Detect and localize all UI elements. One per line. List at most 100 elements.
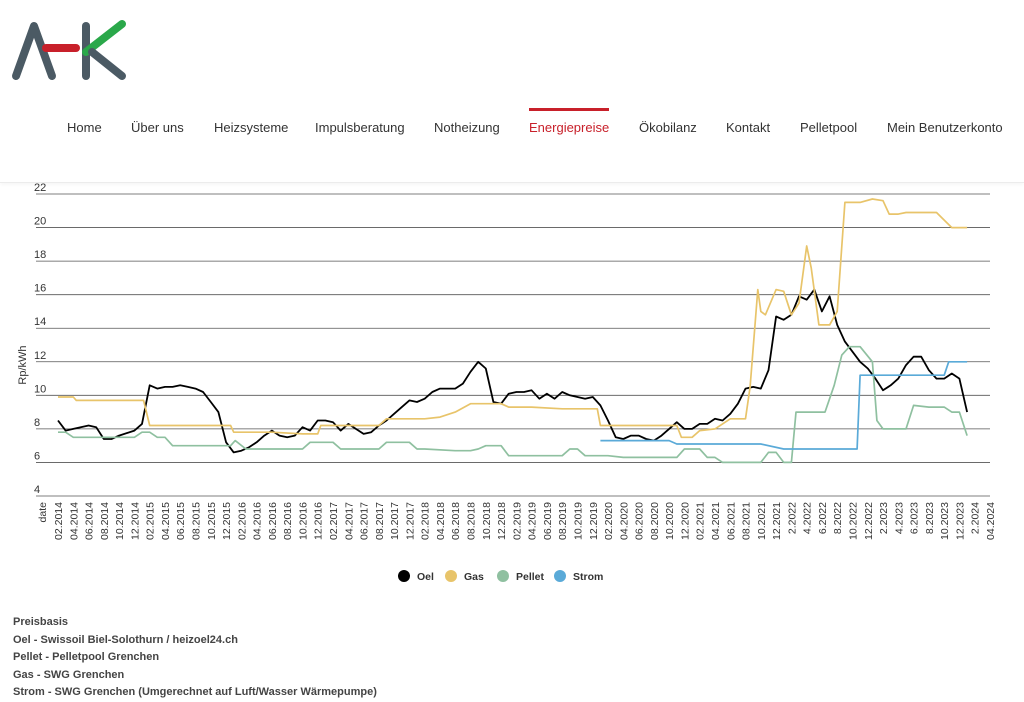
x-tick-label: 10.2016 bbox=[297, 502, 309, 540]
legend-label: Oel bbox=[417, 571, 434, 583]
nav-item-home[interactable]: Home bbox=[67, 120, 102, 135]
x-tick-label: 04.2017 bbox=[343, 502, 355, 540]
x-tick-label: 06.2014 bbox=[84, 502, 96, 540]
x-tick-label: 02.2021 bbox=[695, 502, 707, 540]
x-tick-label: 08.2015 bbox=[191, 502, 203, 540]
series-line-pellet bbox=[58, 345, 968, 464]
nav-item-oekobilanz[interactable]: Ökobilanz bbox=[639, 120, 697, 135]
x-tick-label: 12.2017 bbox=[404, 502, 416, 540]
x-tick-label: 10.2021 bbox=[756, 502, 768, 540]
x-tick-label: 06.2017 bbox=[359, 502, 371, 540]
x-tick-label: 04.2019 bbox=[527, 502, 539, 540]
x-tick-label: 12.2021 bbox=[771, 502, 783, 540]
nav-item-heizsysteme[interactable]: Heizsysteme bbox=[214, 120, 289, 135]
x-tick-label: 12.2016 bbox=[313, 502, 325, 540]
y-tick-label: 18 bbox=[34, 249, 46, 261]
x-tick-label: 12.2023 bbox=[954, 502, 966, 540]
nav-item-energiepreise[interactable]: Energiepreise bbox=[529, 108, 610, 135]
footer-line-strom: Strom - SWG Grenchen (Umgerechnet auf Lu… bbox=[13, 686, 377, 698]
x-tick-label: 10.2018 bbox=[481, 502, 493, 540]
legend-marker bbox=[445, 570, 457, 582]
nav-item-notheizung[interactable]: Notheizung bbox=[434, 120, 500, 135]
y-tick-label: 14 bbox=[34, 316, 46, 328]
x-tick-label: 10.2020 bbox=[664, 502, 676, 540]
x-tick-label: 8.2023 bbox=[924, 502, 936, 534]
nav-item-pelletpool[interactable]: Pelletpool bbox=[800, 120, 858, 135]
x-tick-label: 02.2015 bbox=[145, 502, 157, 540]
legend-label: Pellet bbox=[516, 571, 545, 583]
y-tick-label: 8 bbox=[34, 417, 40, 429]
x-tick-label: 04.2016 bbox=[252, 502, 264, 540]
x-tick-label: 06.2020 bbox=[634, 502, 646, 540]
nav-item-impulsberatung[interactable]: Impulsberatung bbox=[315, 120, 405, 135]
x-tick-label: 6.2023 bbox=[909, 502, 921, 534]
x-tick-label: 12.2018 bbox=[496, 502, 508, 540]
x-tick-label: 04.2021 bbox=[710, 502, 722, 540]
x-tick-label: 08.2016 bbox=[282, 502, 294, 540]
price-basis-notes: Preisbasis Oel - Swissoil Biel-Solothurn… bbox=[13, 614, 377, 702]
x-tick-label: 2.2023 bbox=[878, 502, 890, 534]
x-tick-label: 4.2023 bbox=[893, 502, 905, 534]
x-tick-label: 04.2014 bbox=[68, 502, 80, 540]
x-tick-label: 12.2020 bbox=[679, 502, 691, 540]
x-tick-label: 12.2015 bbox=[221, 502, 233, 540]
x-tick-label: 02.2014 bbox=[53, 502, 65, 540]
legend-marker bbox=[554, 570, 566, 582]
x-tick-label: 02.2019 bbox=[511, 502, 523, 540]
x-tick-label: 10.2019 bbox=[572, 502, 584, 540]
x-tick-label: 08.2018 bbox=[466, 502, 478, 540]
y-tick-label: 10 bbox=[34, 383, 46, 395]
x-tick-label: 2.2024 bbox=[970, 502, 982, 534]
x-tick-label: 08.2017 bbox=[374, 502, 386, 540]
x-tick-label: 8.2022 bbox=[832, 502, 844, 534]
x-tick-label: 08.2020 bbox=[649, 502, 661, 540]
x-tick-label: 08.2014 bbox=[99, 502, 111, 540]
y-axis-label: Rp/kWh bbox=[17, 345, 29, 384]
legend-item-pellet[interactable]: Pellet bbox=[497, 570, 545, 583]
x-tick-label: 02.2020 bbox=[603, 502, 615, 540]
x-tick-label: 10.2015 bbox=[206, 502, 218, 540]
y-tick-label: 22 bbox=[34, 183, 46, 194]
footer-heading: Preisbasis bbox=[13, 616, 69, 628]
company-logo[interactable] bbox=[10, 18, 130, 82]
x-tick-label: 06.2016 bbox=[267, 502, 279, 540]
legend-item-oel[interactable]: Oel bbox=[398, 570, 434, 583]
legend-label: Gas bbox=[464, 571, 484, 583]
x-tick-label: 08.2019 bbox=[557, 502, 569, 540]
legend-item-gas[interactable]: Gas bbox=[445, 570, 484, 583]
footer-line-oel: Oel - Swissoil Biel-Solothurn / heizoel2… bbox=[13, 633, 238, 646]
nav-item-mein-benutzerkonto[interactable]: Mein Benutzerkonto bbox=[887, 120, 1003, 135]
x-tick-label: 06.2015 bbox=[175, 502, 187, 540]
nav-item-ueber-uns[interactable]: Über uns bbox=[131, 120, 184, 135]
x-tick-label: 10.2017 bbox=[389, 502, 401, 540]
x-tick-label: 02.2016 bbox=[236, 502, 248, 540]
x-tick-label: 06.2018 bbox=[450, 502, 462, 540]
legend-marker bbox=[497, 570, 509, 582]
x-axis-date-label: date bbox=[37, 502, 49, 523]
y-tick-label: 12 bbox=[34, 350, 46, 362]
x-tick-label: 02.2018 bbox=[420, 502, 432, 540]
x-tick-label: 04.2020 bbox=[618, 502, 630, 540]
footer-line-pellet: Pellet - Pelletpool Grenchen bbox=[13, 651, 160, 663]
x-tick-label: 04.2024 bbox=[985, 502, 997, 540]
nav-item-kontakt[interactable]: Kontakt bbox=[726, 120, 771, 135]
x-tick-label: 6.2022 bbox=[817, 502, 829, 534]
main-navigation: Home Über uns Heizsysteme Impulsberatung… bbox=[0, 108, 1024, 148]
y-tick-label: 20 bbox=[34, 216, 46, 228]
x-tick-label: 10.2014 bbox=[114, 502, 126, 540]
x-tick-label: 2.2022 bbox=[786, 502, 798, 534]
x-tick-label: 10.2022 bbox=[847, 502, 859, 540]
footer-line-gas: Gas - SWG Grenchen bbox=[13, 668, 125, 681]
x-tick-label: 04.2018 bbox=[435, 502, 447, 540]
y-tick-label: 6 bbox=[34, 450, 40, 462]
x-tick-label: 12.2019 bbox=[588, 502, 600, 540]
y-tick-label: 16 bbox=[34, 283, 46, 295]
legend-marker bbox=[398, 570, 410, 582]
x-tick-label: 04.2015 bbox=[160, 502, 172, 540]
legend-label: Strom bbox=[573, 571, 603, 583]
legend-item-strom[interactable]: Strom bbox=[554, 570, 603, 583]
site-header: Home Über uns Heizsysteme Impulsberatung… bbox=[0, 0, 1024, 183]
x-tick-label: 4.2022 bbox=[802, 502, 814, 534]
x-tick-label: 12.2014 bbox=[129, 502, 141, 540]
